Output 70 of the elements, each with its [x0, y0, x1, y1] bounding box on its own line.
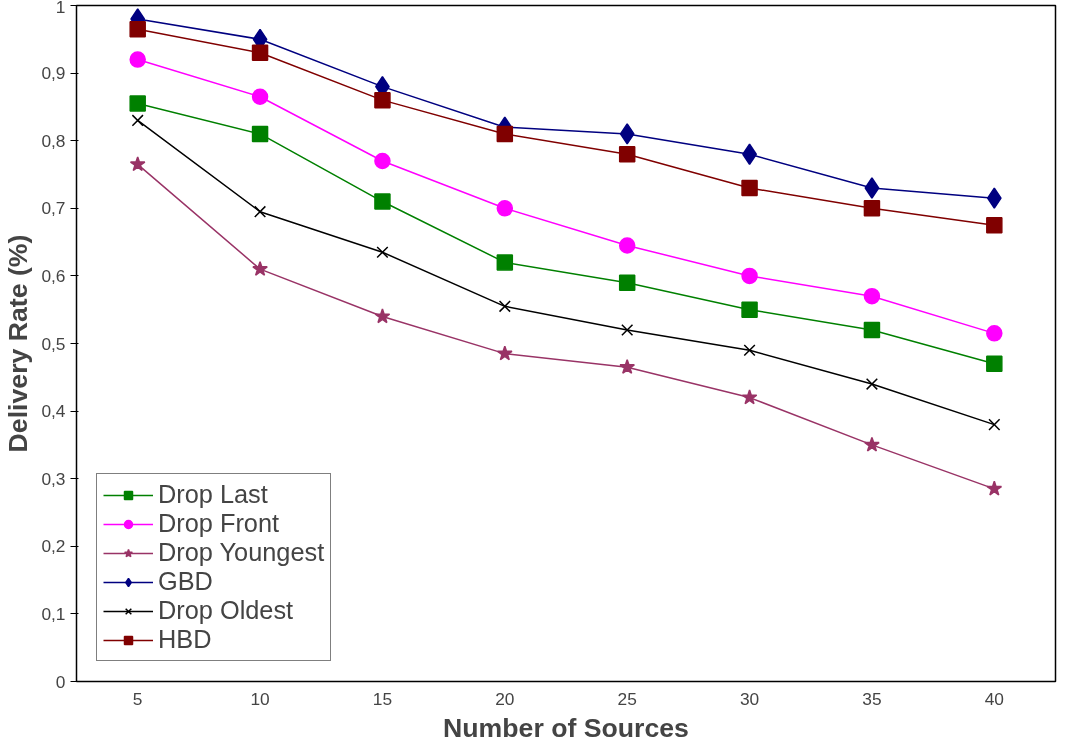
point: [374, 308, 391, 324]
point: [129, 156, 146, 172]
point: [741, 179, 758, 197]
point: [496, 254, 514, 271]
point: [986, 480, 1003, 496]
y-tick-label: 0,9: [41, 63, 66, 84]
point: [741, 389, 758, 405]
y-tick-label: 0,5: [41, 333, 66, 354]
point: [986, 325, 1003, 342]
y-tick-label: 0,6: [41, 265, 66, 286]
x-tick-label: 40: [984, 688, 1004, 709]
point: [251, 88, 269, 105]
point: [621, 323, 634, 337]
x-tick-label: 25: [617, 688, 637, 709]
y-axis-title: Delivery Rate (%): [3, 234, 34, 453]
y-tick-label: 0,2: [41, 536, 66, 557]
x-tick-label: 5: [132, 688, 143, 709]
point: [131, 114, 144, 127]
point: [864, 436, 880, 452]
x-tick-label: 30: [739, 688, 760, 709]
point: [251, 44, 269, 62]
point: [376, 246, 389, 259]
y-tick-label: 0,4: [41, 401, 66, 422]
legend-label: HBD: [158, 625, 212, 654]
y-tick-label: 0,1: [41, 603, 66, 624]
point: [129, 51, 146, 68]
point: [741, 301, 758, 318]
legend-label: Drop Oldest: [158, 596, 294, 625]
point: [619, 358, 636, 374]
point: [129, 20, 146, 38]
point: [374, 152, 391, 170]
point: [254, 205, 267, 218]
point: [251, 125, 269, 143]
point: [863, 200, 881, 217]
point: [986, 216, 1003, 234]
point: [986, 355, 1003, 373]
y-tick-label: 1: [55, 0, 66, 17]
legend-label: GBD: [158, 567, 213, 596]
point: [496, 345, 513, 361]
point: [863, 321, 881, 339]
y-tick-label: 0,7: [41, 198, 66, 219]
point: [986, 187, 1002, 209]
legend-label: Drop Youngest: [158, 538, 325, 567]
point: [374, 91, 391, 109]
y-tick-label: 0,3: [41, 468, 66, 489]
point: [618, 145, 636, 163]
x-tick-label: 15: [372, 688, 393, 709]
point: [988, 418, 1001, 431]
point: [619, 123, 635, 145]
x-tick-label: 35: [862, 688, 882, 709]
point: [129, 95, 146, 112]
point: [741, 267, 758, 285]
point: [252, 260, 268, 276]
point: [618, 237, 636, 254]
legend-label: Drop Last: [158, 480, 268, 509]
y-tick-label: 0,8: [41, 130, 66, 151]
point: [863, 287, 881, 305]
point: [374, 193, 391, 210]
x-tick-label: 20: [495, 688, 515, 709]
x-axis-title: Number of Sources: [443, 712, 689, 743]
point: [618, 274, 636, 291]
x-tick-label: 10: [250, 688, 270, 709]
point: [865, 378, 878, 391]
point: [496, 125, 514, 143]
point: [496, 200, 514, 217]
point: [498, 300, 511, 313]
point: [743, 344, 756, 357]
y-tick-label: 0: [55, 671, 66, 692]
point: [864, 177, 880, 199]
legend-label: Drop Front: [158, 509, 280, 538]
